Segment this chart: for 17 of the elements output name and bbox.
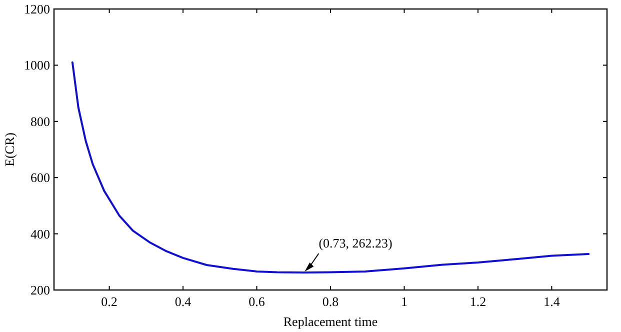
y-tick-label: 200 — [30, 282, 50, 298]
x-tick-label: 1.2 — [470, 294, 486, 309]
x-axis-title: Replacement time — [283, 314, 378, 329]
y-tick-label: 600 — [30, 170, 50, 186]
x-tick-label: 1.4 — [544, 294, 560, 309]
y-tick-label: 1200 — [24, 2, 50, 16]
y-tick-label: 400 — [30, 226, 50, 242]
annotation: (0.73, 262.23) — [318, 236, 392, 251]
y-tick-label: 800 — [30, 114, 50, 129]
x-tick-label: 0.2 — [101, 294, 118, 309]
y-tick-label: 1000 — [24, 58, 50, 73]
y-axis-title: E(CR) — [2, 132, 17, 166]
x-tick-label: 1 — [400, 294, 408, 309]
line-series — [71, 61, 590, 274]
x-tick-label: 0.4 — [174, 294, 192, 309]
x-tick-label: 0.6 — [248, 294, 266, 309]
x-tick-label: 0.8 — [322, 294, 339, 309]
